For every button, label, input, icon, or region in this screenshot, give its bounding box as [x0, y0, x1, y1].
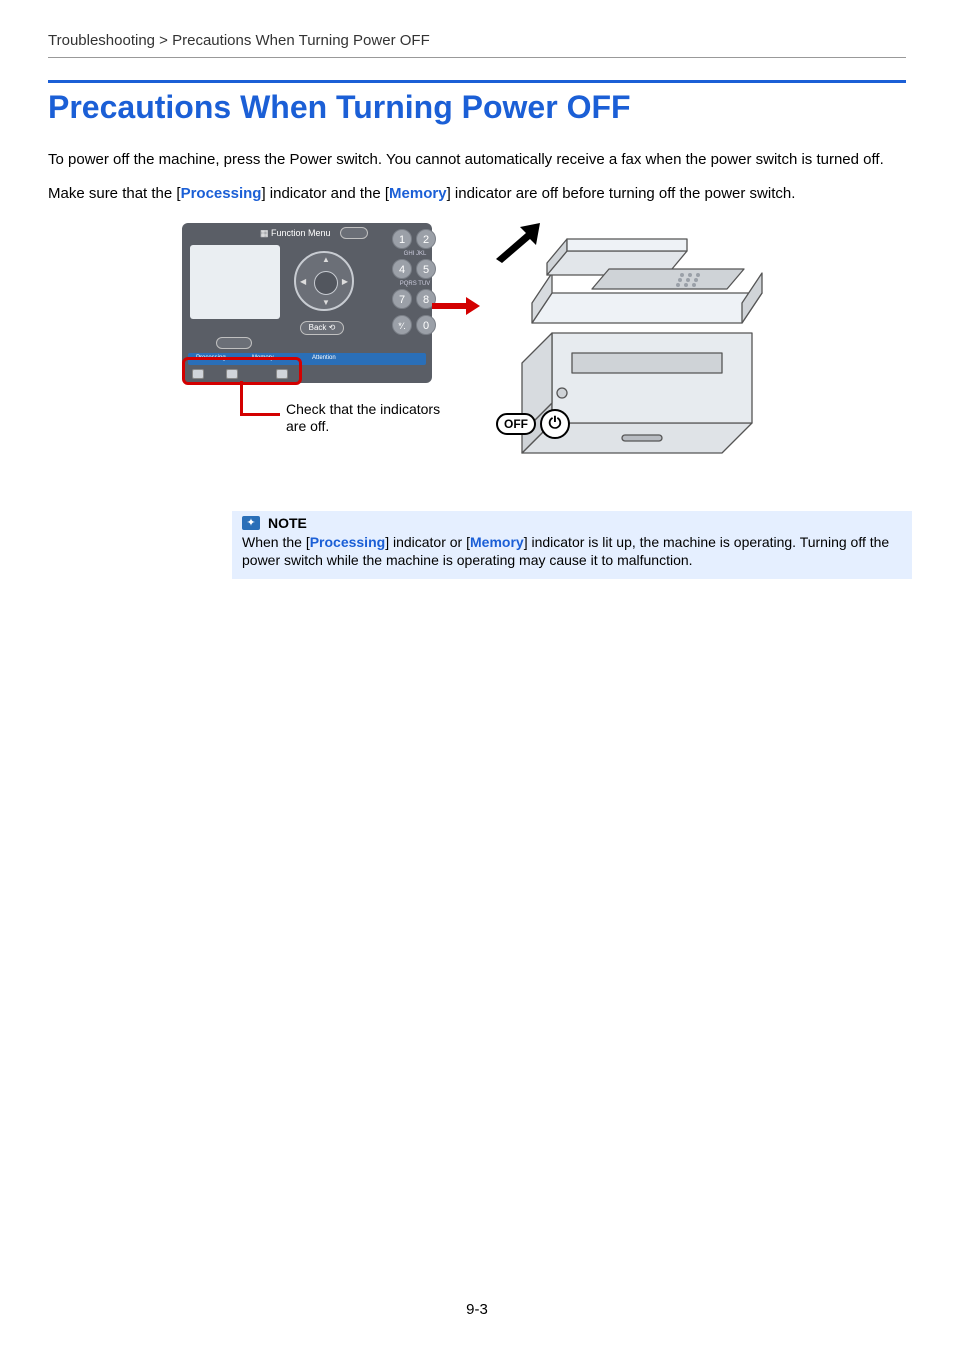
text: When the [ [242, 534, 310, 550]
indicator-attention-label: Attention [312, 355, 336, 361]
dpad-ring: ▲ ▼ ◀ ▶ [294, 251, 354, 311]
keyword-memory: Memory [470, 534, 524, 550]
text: ] indicator and the [ [261, 185, 389, 202]
keyword-processing: Processing [310, 534, 385, 550]
back-button: Back ⟲ [300, 321, 344, 335]
arrow-shaft [432, 303, 466, 309]
key-5: 5 [416, 259, 436, 279]
key-0: 0 [416, 315, 436, 335]
function-menu-text: Function Menu [271, 228, 331, 238]
note-header: ✦ NOTE [242, 515, 902, 531]
dpad: ▲ ▼ ◀ ▶ [294, 251, 354, 311]
key-7: 7 [392, 289, 412, 309]
keyword-processing: Processing [181, 185, 262, 202]
power-glyph-icon: ⏻ [549, 415, 562, 433]
key-1: 1 [392, 229, 412, 249]
dpad-right-icon: ▶ [342, 277, 348, 286]
control-panel-figure: ▦ Function Menu ▲ ▼ ◀ ▶ Back ⟲ 12 [182, 223, 432, 383]
paragraph-2: Make sure that the [Processing] indicato… [48, 184, 906, 204]
power-button-icon: ⏻ [540, 409, 570, 439]
arrow-head-icon [466, 297, 480, 315]
text: ] indicator are off before turning off t… [447, 185, 796, 202]
key-sublabel: GHI JKL [392, 251, 438, 257]
breadcrumb: Troubleshooting > Precautions When Turni… [48, 32, 906, 49]
callout-text: Check that the indicators are off. [286, 401, 456, 436]
breadcrumb-sep: > [155, 32, 172, 49]
pointer-arrow-icon [492, 223, 542, 263]
breadcrumb-page: Precautions When Turning Power OFF [172, 32, 430, 49]
note-body: When the [Processing] indicator or [Memo… [242, 533, 902, 569]
note-box: ✦ NOTE When the [Processing] indicator o… [232, 511, 912, 579]
lcd-screen [190, 245, 280, 319]
page-number: 9-3 [0, 1301, 954, 1318]
small-button [216, 337, 252, 349]
callout-line-v [240, 381, 243, 415]
key-star: *⁄. [392, 315, 412, 335]
control-panel: ▦ Function Menu ▲ ▼ ◀ ▶ Back ⟲ 12 [182, 223, 432, 383]
breadcrumb-section: Troubleshooting [48, 32, 155, 49]
key-sublabel: PQRS TUV [392, 281, 438, 287]
dpad-ok-button [314, 271, 338, 295]
page: Troubleshooting > Precautions When Turni… [0, 0, 954, 1350]
figure-row: ▦ Function Menu ▲ ▼ ◀ ▶ Back ⟲ 12 [48, 223, 906, 483]
dpad-up-icon: ▲ [322, 255, 330, 264]
callout-line-h [240, 413, 280, 416]
off-label: OFF [496, 413, 536, 435]
function-menu-label: ▦ Function Menu [260, 228, 331, 239]
key-4: 4 [392, 259, 412, 279]
note-title: NOTE [268, 515, 307, 531]
dpad-down-icon: ▼ [322, 298, 330, 307]
function-menu-button [340, 227, 368, 239]
paragraph-1: To power off the machine, press the Powe… [48, 150, 906, 170]
text: Make sure that the [ [48, 185, 181, 202]
page-title: Precautions When Turning Power OFF [48, 80, 906, 126]
divider [48, 57, 906, 58]
keyword-memory: Memory [389, 185, 447, 202]
dpad-left-icon: ◀ [300, 277, 306, 286]
key-2: 2 [416, 229, 436, 249]
text: ] indicator or [ [385, 534, 470, 550]
note-icon: ✦ [242, 516, 260, 530]
off-badge: OFF ⏻ [496, 409, 570, 439]
printer-figure: OFF ⏻ [492, 223, 772, 483]
back-label: Back [309, 323, 327, 332]
